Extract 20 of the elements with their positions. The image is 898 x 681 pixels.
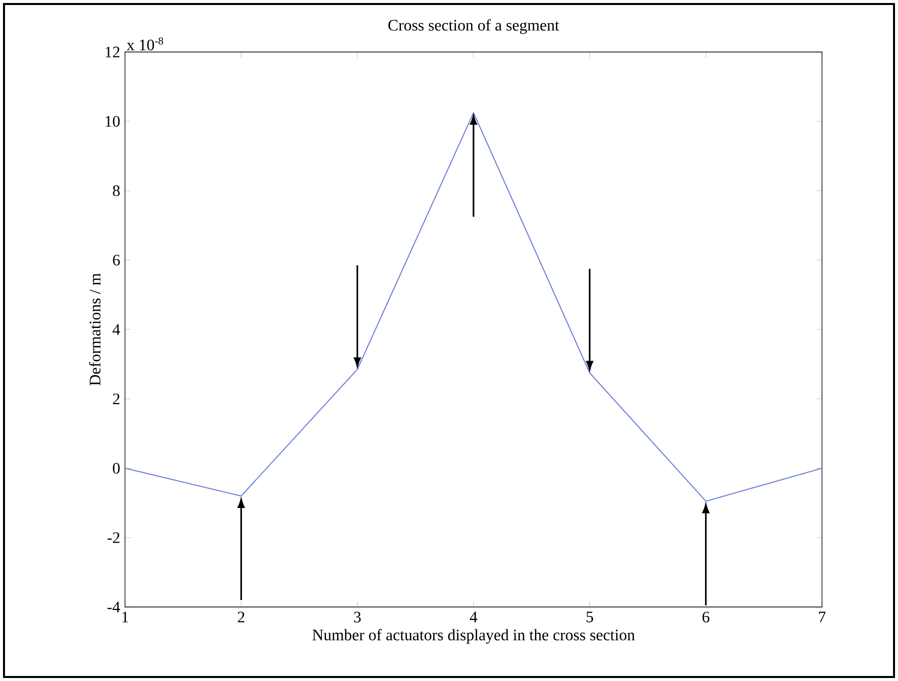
- x-tick-label: 1: [122, 612, 128, 622]
- text: x 10$^{-8}$: [126, 37, 164, 50]
- x-tick-label: 5: [586, 612, 594, 622]
- y-tick-label: 12: [106, 46, 120, 58]
- y-axis-title: Deformations / m: [89, 273, 100, 386]
- x-tick-label: 2: [238, 612, 244, 622]
- chart-title: Cross section of a segment: [388, 19, 560, 34]
- y-tick-label: 10: [106, 116, 120, 127]
- y-tick-label: 8: [112, 185, 120, 196]
- x-tick-label: 7: [819, 612, 826, 622]
- y-tick-label: 2: [113, 394, 120, 404]
- x-tick-label: 3: [354, 612, 361, 622]
- x-tick-label: 4: [470, 612, 478, 622]
- x-tick-label: 6: [702, 612, 710, 622]
- y-tick-label: -4: [108, 602, 120, 612]
- x-axis-title: Number of actuators displayed in the cross section: [312, 628, 635, 644]
- y-tick-label: 0: [112, 462, 120, 474]
- y-tick-label: -2: [108, 532, 120, 543]
- y-tick-label: 4: [112, 324, 120, 335]
- y-tick-label: 6: [112, 254, 120, 266]
